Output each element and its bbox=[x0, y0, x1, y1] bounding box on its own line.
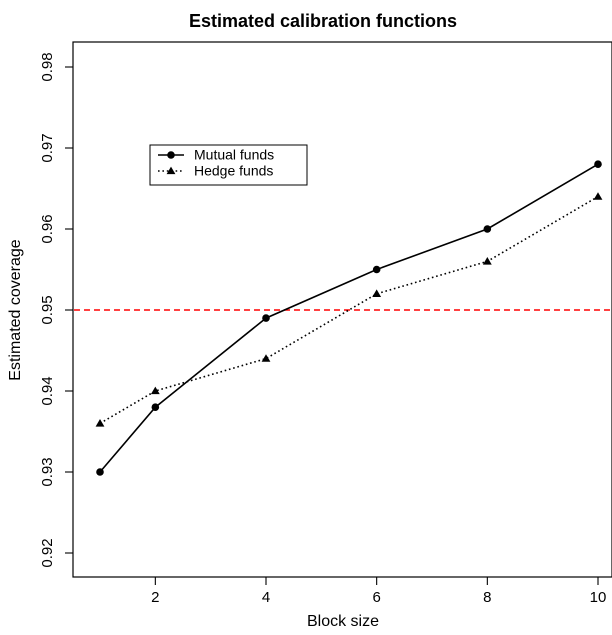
series-mutual-funds bbox=[96, 160, 602, 476]
mutual-funds-point bbox=[594, 160, 602, 168]
hedge-funds-point bbox=[372, 289, 382, 297]
legend-box bbox=[149, 144, 308, 186]
y-axis-title: Estimated coverage bbox=[7, 239, 24, 381]
x-tick-label: 8 bbox=[483, 589, 491, 606]
mutual-funds-point bbox=[262, 314, 270, 322]
y-tick-label: 0.93 bbox=[39, 457, 56, 486]
series-hedge-funds bbox=[95, 192, 603, 427]
mutual-funds-point bbox=[151, 403, 160, 412]
hedge-funds-line bbox=[99, 195, 599, 425]
y-tick-label: 0.98 bbox=[39, 52, 56, 81]
y-tick-label: 0.94 bbox=[39, 376, 56, 405]
legend-hedge-funds-label: Hedge funds bbox=[194, 163, 273, 179]
x-tick-label: 6 bbox=[372, 589, 380, 606]
legend-mutual-funds-label: Mutual funds bbox=[194, 147, 274, 163]
series-layer bbox=[95, 160, 603, 476]
hedge-funds-point bbox=[150, 386, 160, 395]
hedge-funds-point bbox=[593, 192, 603, 200]
x-tick-label: 10 bbox=[590, 589, 607, 606]
mutual-funds-point bbox=[483, 225, 492, 233]
x-tick-label: 2 bbox=[151, 589, 159, 606]
y-tick-label: 0.97 bbox=[39, 133, 56, 162]
hedge-funds-point bbox=[261, 354, 271, 362]
x-axis: 2 4 6 8 10 bbox=[151, 577, 606, 606]
legend-hedge-funds-marker bbox=[166, 166, 176, 175]
mutual-funds-line bbox=[99, 163, 599, 473]
plot-frame bbox=[72, 41, 612, 578]
mutual-funds-point bbox=[372, 265, 381, 274]
hedge-funds-point bbox=[482, 257, 492, 265]
x-tick-label: 4 bbox=[262, 589, 270, 606]
legend-mutual-funds-marker bbox=[167, 151, 175, 159]
chart-title: Estimated calibration functions bbox=[189, 11, 457, 31]
y-tick-label: 0.96 bbox=[39, 214, 56, 243]
y-tick-label: 0.95 bbox=[39, 295, 56, 324]
y-tick-label: 0.92 bbox=[39, 538, 56, 567]
x-axis-title: Block size bbox=[307, 613, 379, 630]
hedge-funds-point bbox=[95, 419, 105, 427]
y-axis: 0.92 0.93 0.94 0.95 0.96 0.97 0.98 bbox=[39, 52, 73, 568]
mutual-funds-point bbox=[96, 468, 104, 476]
